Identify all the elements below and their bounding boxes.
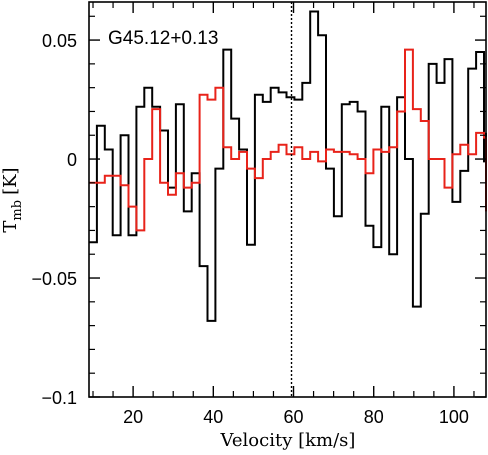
axis-ticks: 20 40 60 80 100 −0.1 −0.05 0 0.05: [31, 2, 486, 427]
plot-title: G45.12+0.13: [108, 28, 218, 49]
series-layer: [89, 10, 487, 322]
x-axis-label: Velocity [km/s]: [220, 430, 356, 451]
y-axis-label-unit: [K]: [0, 167, 21, 195]
y-axis-label-main: T: [0, 221, 21, 233]
y-tick-label: −0.1: [41, 388, 77, 408]
x-tick-label: 20: [123, 407, 143, 427]
spectrum-series-1: [89, 10, 487, 322]
x-tick-label: 60: [283, 407, 303, 427]
plot-frame: [88, 1, 487, 398]
y-tick-label: 0: [67, 150, 77, 170]
x-tick-label: 80: [364, 407, 384, 427]
y-axis-label-sub: mb: [10, 200, 25, 221]
x-tick-label: 40: [203, 407, 223, 427]
y-tick-label: 0.05: [42, 31, 77, 51]
spectrum-series-2: [89, 48, 487, 232]
y-tick-label: −0.05: [31, 269, 77, 289]
y-axis-label: Tmb [K]: [0, 167, 25, 232]
x-tick-label: 100: [439, 407, 469, 427]
